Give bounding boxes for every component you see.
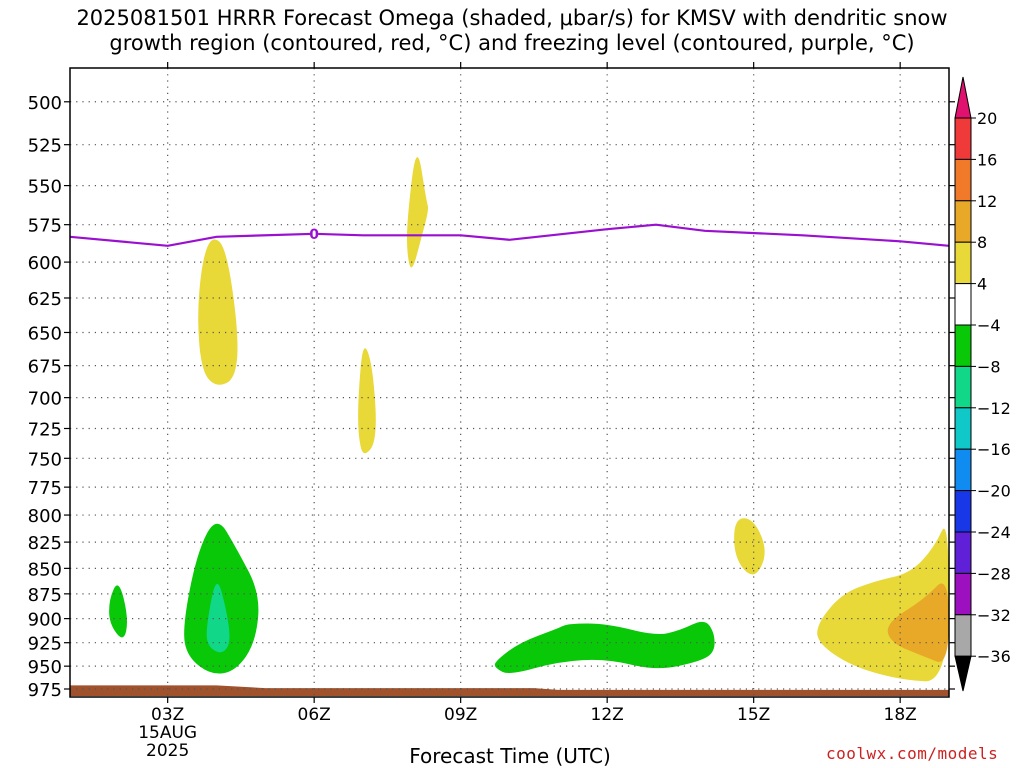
x-tick-sublabel-15AUG: 15AUG (138, 723, 197, 743)
omega-pos-4 (734, 518, 765, 575)
y-tick-label-900: 900 (28, 610, 62, 631)
y-tick-label-825: 825 (28, 533, 62, 554)
colorbar-swatch-1 (954, 158, 972, 202)
colorbar-label-13: −36 (977, 647, 1011, 666)
colorbar-label-7: −12 (977, 399, 1011, 418)
y-tick-label-925: 925 (28, 634, 62, 655)
colorbar-swatch-9 (954, 490, 972, 533)
y-tick-label-850: 850 (28, 559, 62, 580)
colorbar-bottom-arrow (954, 655, 972, 692)
colorbar-label-1: 16 (977, 150, 997, 169)
omega-pos-1 (198, 239, 238, 385)
omega-neg-1 (109, 585, 127, 638)
colorbar-swatch-3 (954, 241, 972, 285)
colorbar-swatch-12 (954, 614, 972, 657)
y-tick-label-800: 800 (28, 506, 62, 527)
omega-neg-3 (206, 583, 230, 653)
title-line-1: 2025081501 HRRR Forecast Omega (shaded, … (76, 6, 948, 30)
freezing-level-label: 0 (309, 227, 319, 243)
x-tick-label-12Z: 12Z (591, 705, 624, 725)
colorbar-label-10: −24 (977, 523, 1011, 542)
colorbar-label-4: 4 (977, 275, 987, 294)
y-tick-label-950: 950 (28, 657, 62, 678)
x-tick-label-03Z: 03Z (151, 705, 184, 725)
colorbar-label-12: −32 (977, 606, 1011, 625)
x-axis-label: Forecast Time (UTC) (409, 744, 611, 768)
y-tick-label-525: 525 (28, 136, 62, 157)
y-tick-label-875: 875 (28, 585, 62, 606)
colorbar-swatch-11 (954, 572, 972, 616)
colorbar-swatch-7 (954, 407, 972, 450)
colorbar-swatch-5 (954, 324, 972, 367)
omega-pos-3 (358, 348, 376, 454)
colorbar-label-8: −16 (977, 440, 1011, 459)
y-tick-label-725: 725 (28, 419, 62, 440)
title-line-2: growth region (contoured, red, °C) and f… (109, 31, 915, 55)
x-tick-label-09Z: 09Z (444, 705, 477, 725)
y-tick-label-650: 650 (28, 323, 62, 344)
colorbar-label-0: 20 (977, 109, 997, 128)
colorbar-swatch-4 (954, 283, 972, 326)
y-tick-label-575: 575 (28, 216, 62, 237)
freezing-level-line (69, 223, 950, 247)
plot-frame (69, 67, 950, 698)
y-tick-label-625: 625 (28, 289, 62, 310)
y-tick-label-775: 775 (28, 478, 62, 499)
y-tick-label-975: 975 (28, 680, 62, 701)
omega-neg-4 (494, 621, 715, 673)
credit-label: coolwx.com/models (826, 744, 999, 763)
colorbar-label-2: 12 (977, 192, 997, 211)
colorbar-swatch-0 (954, 117, 972, 160)
y-tick-label-500: 500 (28, 93, 62, 114)
chart-title: 2025081501 HRRR Forecast Omega (shaded, … (0, 6, 1024, 56)
y-tick-label-700: 700 (28, 389, 62, 410)
y-tick-label-675: 675 (28, 357, 62, 378)
colorbar-top-arrow (954, 76, 972, 119)
x-tick-label-06Z: 06Z (298, 705, 331, 725)
colorbar-swatch-8 (954, 448, 972, 492)
colorbar-swatch-2 (954, 200, 972, 243)
colorbar-label-11: −28 (977, 564, 1011, 583)
y-tick-label-600: 600 (28, 253, 62, 274)
x-tick-sublabel-2025: 2025 (146, 741, 189, 761)
colorbar-swatch-10 (954, 531, 972, 574)
colorbar-label-5: −4 (977, 316, 1001, 335)
colorbar-label-9: −20 (977, 482, 1011, 501)
x-tick-label-18Z: 18Z (884, 705, 917, 725)
colorbar-swatch-6 (954, 365, 972, 409)
terrain-fill (70, 685, 949, 696)
x-tick-label-15Z: 15Z (737, 705, 770, 725)
colorbar-label-6: −8 (977, 357, 1001, 376)
omega-pos-2 (407, 157, 428, 268)
omega-pos-6 (887, 583, 949, 662)
colorbar-label-3: 8 (977, 233, 987, 252)
freezing-level-label-bg (310, 226, 319, 240)
y-tick-label-750: 750 (28, 449, 62, 470)
y-tick-label-550: 550 (28, 177, 62, 198)
